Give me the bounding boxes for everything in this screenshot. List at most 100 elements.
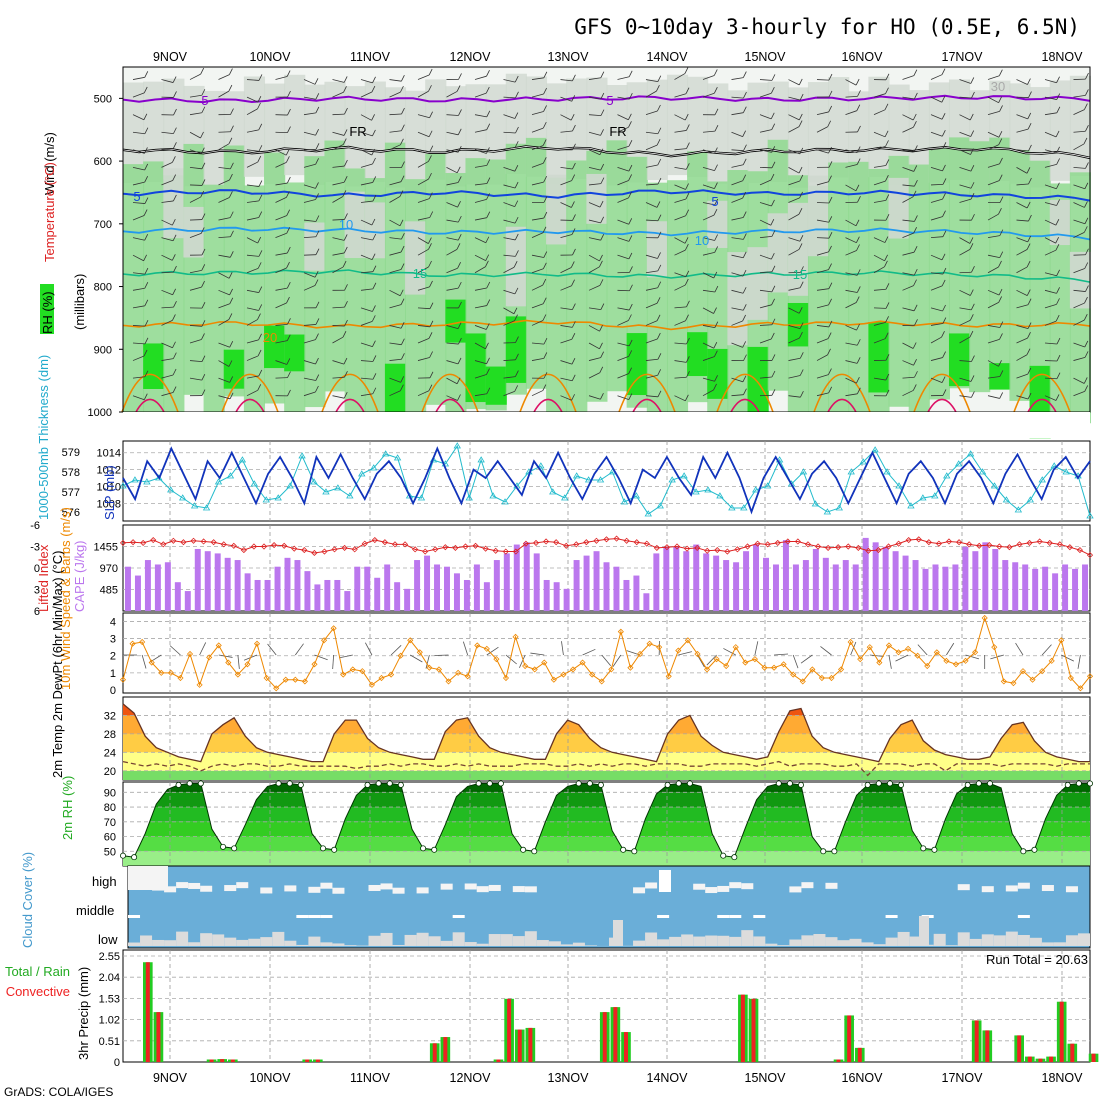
cloud-mid-bar [308,915,321,918]
barb-flag [1055,394,1060,401]
barb-shaft [332,376,345,379]
barb-shaft [674,73,686,80]
cape-bar [254,579,261,611]
barb-flag [856,146,861,153]
barb-flag [855,184,860,191]
wind-marker [905,645,912,652]
barb-shaft [246,200,259,203]
cape-bar [763,557,769,611]
barb-shaft [588,183,601,186]
barb-shaft [759,202,772,207]
cloud-low-bar [404,934,417,946]
barb-flag [913,304,918,311]
day-label-bottom: 16NOV [842,1071,884,1085]
barb-flag [828,196,833,204]
thickness-marker [835,504,844,511]
barb-shaft [731,112,744,116]
barb-shaft [132,76,145,80]
barb-flag [999,321,1004,328]
barb-flag [571,321,576,328]
barb-shaft [816,392,829,397]
cloud-mid-bar [885,915,898,918]
barb-shaft [845,219,857,227]
barb-shaft [674,93,687,98]
barb-shaft [503,166,516,172]
barb-shaft [674,184,686,190]
cloud-low-bar [919,916,929,946]
barb-flag [570,113,575,121]
cape-bar [862,537,869,611]
rh-marker [986,780,993,787]
barb-flag [172,288,176,295]
barb-flag [742,287,747,294]
barb-flag [771,123,776,130]
cape-bar [324,579,331,611]
barb-flag [628,140,633,147]
wind-marker [1039,668,1046,675]
barb-shaft [987,266,999,274]
precip-conv-bar [507,998,512,1062]
barb-flag [514,287,519,295]
barb-flag [315,301,320,309]
day-label-top: 10NOV [250,50,292,64]
wind-marker [119,676,127,683]
rh-cell [566,160,588,412]
barb-flag [656,332,661,340]
barb-shaft [873,266,885,274]
rh-cell [707,83,729,184]
li-marker [412,546,419,553]
cloud-low-bar [753,936,766,946]
wind-marker [320,637,328,644]
barb-flag [258,74,263,81]
precip-conv-bar [1091,1053,1096,1062]
barb-shaft [588,237,601,241]
thickness-marker [740,504,748,511]
day-label-bottom: 18NOV [1042,1071,1084,1085]
barb-flag [286,209,291,216]
barb-shaft [132,287,145,291]
wind-marker [196,681,203,688]
cape-bar [224,557,231,611]
rh-marker [864,781,871,788]
barb-flag [885,159,890,166]
barb-flag [258,250,263,257]
barb-flag [714,108,719,115]
cape-bar [812,548,819,611]
rh-cell [787,87,809,188]
barb-shaft [645,219,659,222]
barb-flag [173,127,177,134]
day-label-top: 9NOV [153,50,188,64]
barb-shaft [987,395,1000,399]
barb-shaft [873,237,886,243]
barb-shaft [246,79,259,81]
barb-flag [229,341,234,348]
cloud-high-bar [176,882,189,889]
wind-marker [847,638,854,646]
barb-flag [428,260,432,268]
cloud-low-bar [613,920,623,946]
barb-flag [173,300,177,308]
li-marker [643,540,650,547]
barb-flag [229,211,234,218]
wind-marker [924,662,931,670]
barb-shaft [503,289,516,295]
barb-flag [970,182,975,189]
barb-shaft [360,254,373,261]
barb-shaft [389,91,401,98]
barb-flag [856,236,860,243]
barb-shaft [1073,268,1085,274]
li-tick-label: 3 [34,585,40,597]
barb-shaft [902,126,914,133]
li-marker [140,539,147,546]
cloud-low-bar [500,934,513,946]
barb-shaft [303,324,316,326]
cape-bar [932,564,939,611]
barb-flag [885,373,890,381]
barb-flag [685,87,690,94]
barb-shaft [417,307,430,310]
cloud-low-bar [176,931,189,946]
barb-shaft [218,254,231,258]
barb-shaft [873,199,886,203]
barb-flag [343,246,348,254]
barb-flag [942,304,946,312]
